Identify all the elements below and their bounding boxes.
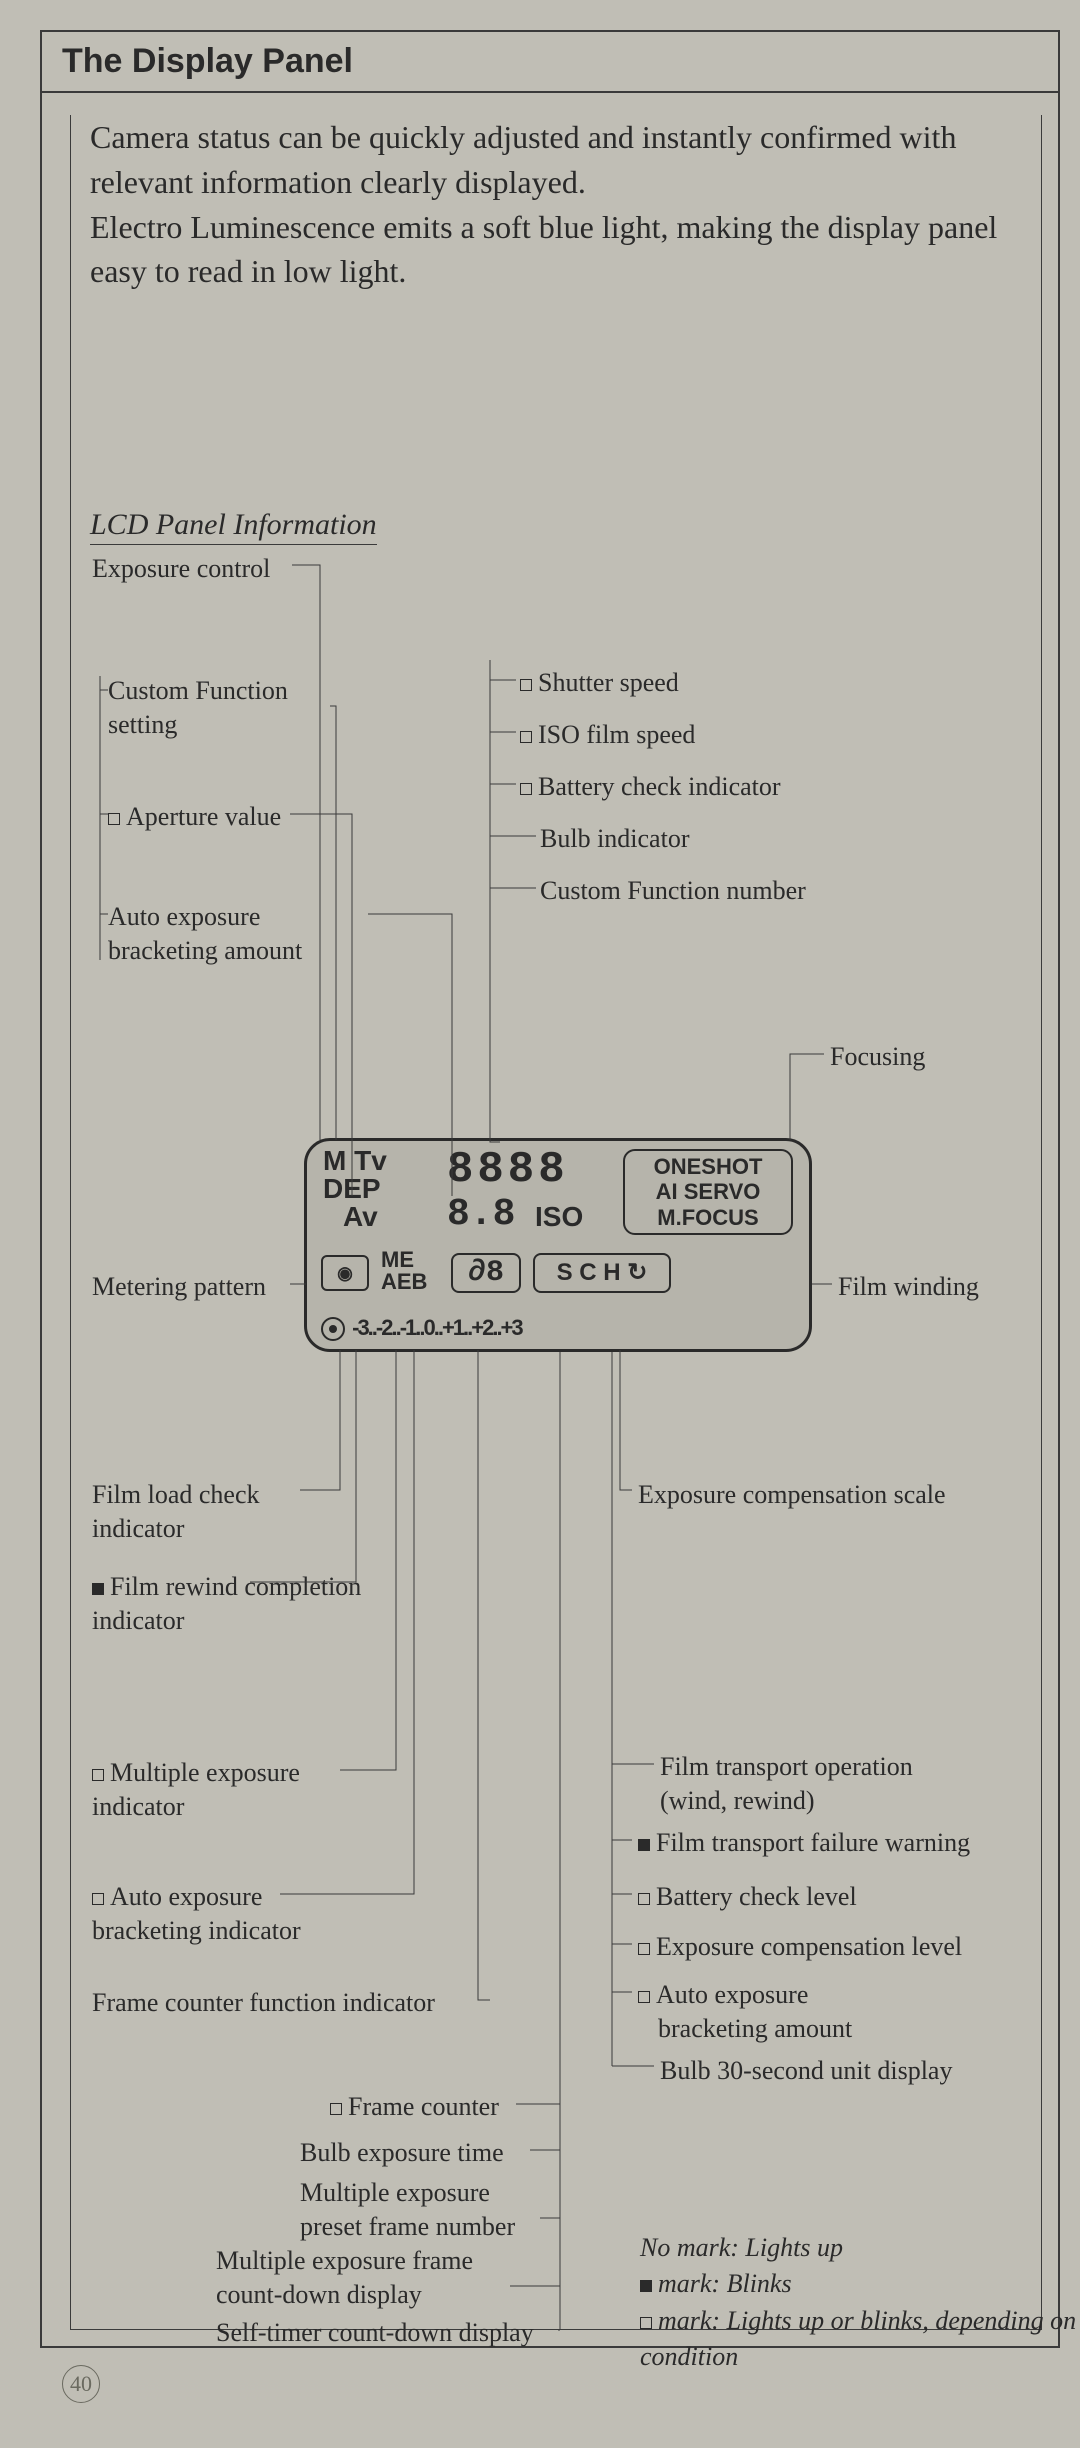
label-battery-check-indicator: Battery check indicator [520, 770, 781, 804]
bullet-icon [640, 2280, 652, 2292]
lcd-modes: M Tv DEP Av [323, 1147, 387, 1231]
square-icon [520, 679, 532, 691]
intro-p2: Electro Luminescence emits a soft blue l… [90, 205, 1020, 295]
lcd-me-aeb: ME AEB [381, 1249, 427, 1293]
label-film-winding: Film winding [838, 1270, 979, 1304]
label-film-load-check: Film load check indicator [92, 1478, 352, 1546]
label-exp-comp-level: Exposure compensation level [638, 1930, 962, 1964]
square-icon [108, 813, 120, 825]
square-icon [640, 2317, 652, 2329]
label-bulb-indicator: Bulb indicator [540, 822, 689, 856]
bullet-icon [638, 1839, 650, 1851]
bullet-icon [92, 1583, 104, 1595]
square-icon [92, 1893, 104, 1905]
label-custom-function-number: Custom Function number [540, 874, 806, 908]
label-iso-film-speed: ISO film speed [520, 718, 695, 752]
label-aeb-amount: Auto exposure bracketing amount [108, 900, 368, 968]
square-icon [92, 1769, 104, 1781]
label-aeb-amount-2: Auto exposurebracketing amount [638, 1978, 852, 2046]
square-icon [520, 731, 532, 743]
legend-no-mark: No mark: Lights up [640, 2230, 1080, 2266]
page-number: 40 [62, 2365, 100, 2403]
label-custom-function-setting: Custom Function setting [108, 674, 328, 742]
lcd-scale: -3..-2..-1..0..+1..+2..+3 [321, 1315, 795, 1341]
lcd-iso: ISO [535, 1201, 583, 1233]
lcd-counter: ∂8 [451, 1253, 521, 1293]
square-icon [520, 783, 532, 795]
manual-page: The Display Panel Camera status can be q… [0, 0, 1080, 2448]
label-frame-counter: Frame counter [330, 2090, 499, 2124]
label-film-transport-op: Film transport operation (wind, rewind) [660, 1750, 913, 1818]
square-icon [638, 1991, 650, 2003]
label-self-timer: Self-timer count-down display [216, 2316, 534, 2350]
lcd-aperture: 8.8 [447, 1193, 515, 1236]
label-bulb-30s: Bulb 30-second unit display [660, 2054, 952, 2088]
lcd-wind: S C H ↻ [533, 1253, 671, 1293]
intro-text: Camera status can be quickly adjusted an… [90, 115, 1020, 294]
label-bulb-exposure-time: Bulb exposure time [300, 2136, 504, 2170]
label-shutter-speed: Shutter speed [520, 666, 679, 700]
square-icon [638, 1943, 650, 1955]
label-battery-check-level: Battery check level [638, 1880, 857, 1914]
legend-blinks: mark: Blinks [640, 2266, 1080, 2302]
page-title: The Display Panel [42, 32, 1058, 93]
label-focusing: Focusing [830, 1040, 925, 1074]
square-icon [330, 2103, 342, 2115]
section-heading: LCD Panel Information [90, 508, 377, 545]
label-exp-comp-scale: Exposure compensation scale [638, 1478, 946, 1512]
lcd-film-icon: ◉ [321, 1255, 369, 1291]
label-film-rewind: Film rewind completion indicator [92, 1570, 392, 1638]
label-aeb-indicator: Auto exposure bracketing indicator [92, 1880, 372, 1948]
legend: No mark: Lights up mark: Blinks mark: Li… [640, 2230, 1080, 2376]
label-aperture-value: Aperture value [108, 800, 281, 834]
lcd-panel: M Tv DEP Av 8888 8.8 ISO ONESHOT AI SERV… [304, 1138, 812, 1352]
lcd-digits: 8888 [447, 1145, 569, 1195]
label-frame-counter-function: Frame counter function indicator [92, 1986, 435, 2020]
intro-p1: Camera status can be quickly adjusted an… [90, 115, 1020, 205]
square-icon [638, 1893, 650, 1905]
label-me-countdown: Multiple exposure frame count-down displ… [216, 2244, 473, 2312]
label-exposure-control: Exposure control [92, 552, 270, 586]
label-me-preset: Multiple exposure preset frame number [300, 2176, 515, 2244]
label-multiple-exposure-indicator: Multiple exposure indicator [92, 1756, 352, 1824]
legend-cond: mark: Lights up or blinks, depending on … [640, 2303, 1080, 2376]
lcd-eye-icon [321, 1317, 345, 1341]
lcd-row2: ◉ ME AEB ∂8 S C H ↻ [321, 1249, 795, 1299]
label-film-transport-failure: Film transport failure warning [638, 1826, 970, 1860]
label-metering-pattern: Metering pattern [92, 1270, 266, 1304]
lcd-focus-box: ONESHOT AI SERVO M.FOCUS [623, 1149, 793, 1235]
